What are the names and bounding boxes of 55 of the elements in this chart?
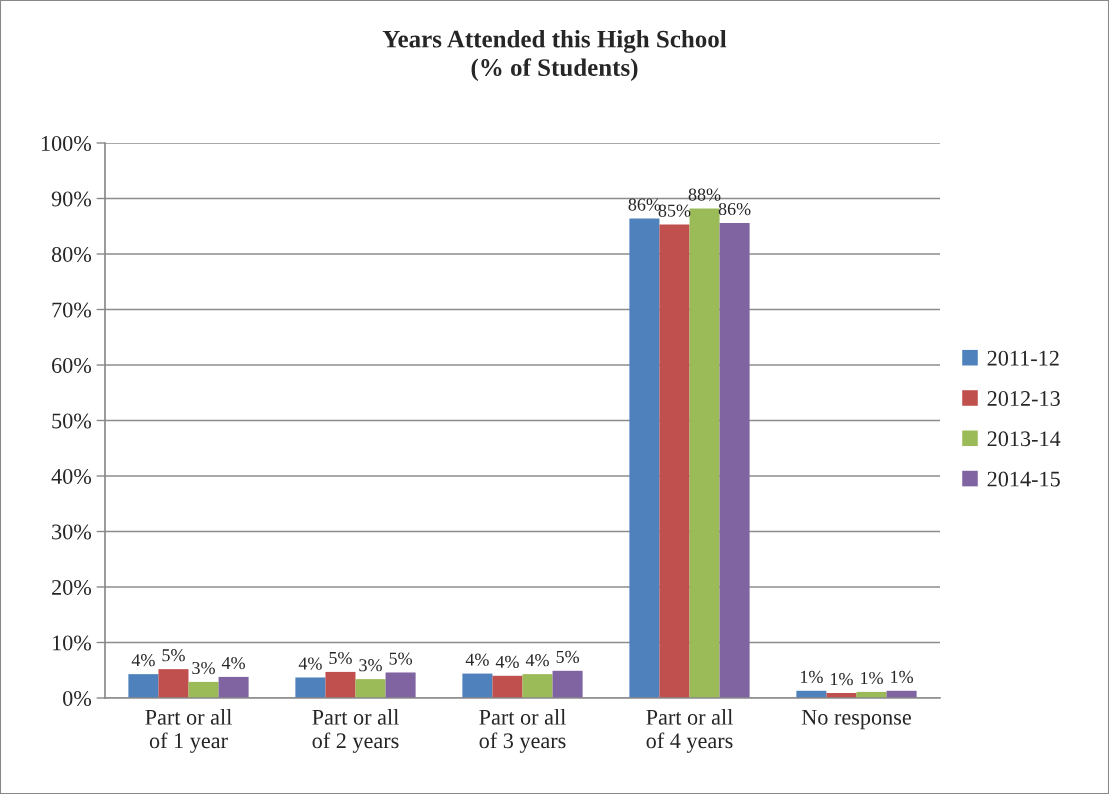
bar: [522, 674, 553, 698]
data-label: 88%: [688, 188, 721, 201]
data-label: 4%: [131, 654, 155, 667]
bar: [355, 679, 386, 698]
y-tick-label: 70%: [52, 302, 92, 318]
y-tick-label: 90%: [51, 191, 92, 207]
x-tick-label: Part or all of 2 years: [312, 709, 399, 753]
bar: [659, 224, 690, 698]
bar: [218, 676, 249, 698]
data-label: 5%: [162, 649, 185, 662]
data-label: 86%: [718, 202, 751, 216]
y-tick-label: 0%: [63, 690, 92, 706]
data-label: 4%: [221, 656, 246, 670]
y-tick-label: 40%: [51, 468, 92, 484]
data-label: 4%: [495, 655, 519, 669]
bar: [158, 669, 189, 698]
legend-label: 2011-12: [987, 350, 1059, 366]
data-label: 3%: [192, 661, 215, 675]
y-tick-label: 80%: [51, 246, 92, 262]
data-label: 4%: [465, 653, 489, 666]
bar: [552, 670, 583, 698]
x-tick-label: Part or all of 4 years: [646, 709, 733, 753]
y-tick-label: 10%: [53, 635, 92, 651]
data-label: 1%: [891, 670, 914, 684]
x-tick-label: Part or all of 1 year: [145, 709, 232, 753]
bar: [629, 218, 660, 698]
data-label: 1%: [861, 671, 883, 685]
bar: [689, 208, 720, 698]
x-tick-label: No response: [801, 709, 911, 730]
legend-label: 2014-15: [987, 471, 1060, 487]
bar: [492, 675, 523, 698]
y-tick-label: 30%: [52, 524, 92, 540]
data-label: 5%: [556, 650, 580, 664]
bar: [295, 677, 326, 698]
data-label: 5%: [329, 651, 352, 665]
bar: [385, 672, 416, 698]
bar: [188, 681, 219, 698]
x-tick-label: Part or all of 3 years: [479, 709, 566, 753]
data-label: 4%: [298, 657, 322, 670]
legend-label: 2013-14: [987, 431, 1061, 447]
y-tick-label: 100%: [41, 135, 92, 151]
chart-title: Years Attended this High School (% of Students): [382, 30, 727, 82]
y-tick-label: 50%: [52, 413, 92, 429]
data-label: 4%: [525, 654, 549, 667]
bar: [462, 673, 493, 698]
data-label: 5%: [389, 652, 413, 665]
data-label: 1%: [831, 672, 853, 686]
y-tick-label: 60%: [52, 357, 92, 373]
legend-label: 2012-13: [987, 390, 1060, 406]
bar: [325, 671, 356, 698]
bar: [128, 674, 159, 698]
data-label: 1%: [800, 670, 823, 684]
y-tick-label: 20%: [52, 579, 92, 595]
data-label: 3%: [359, 659, 382, 672]
bar: [719, 222, 750, 698]
